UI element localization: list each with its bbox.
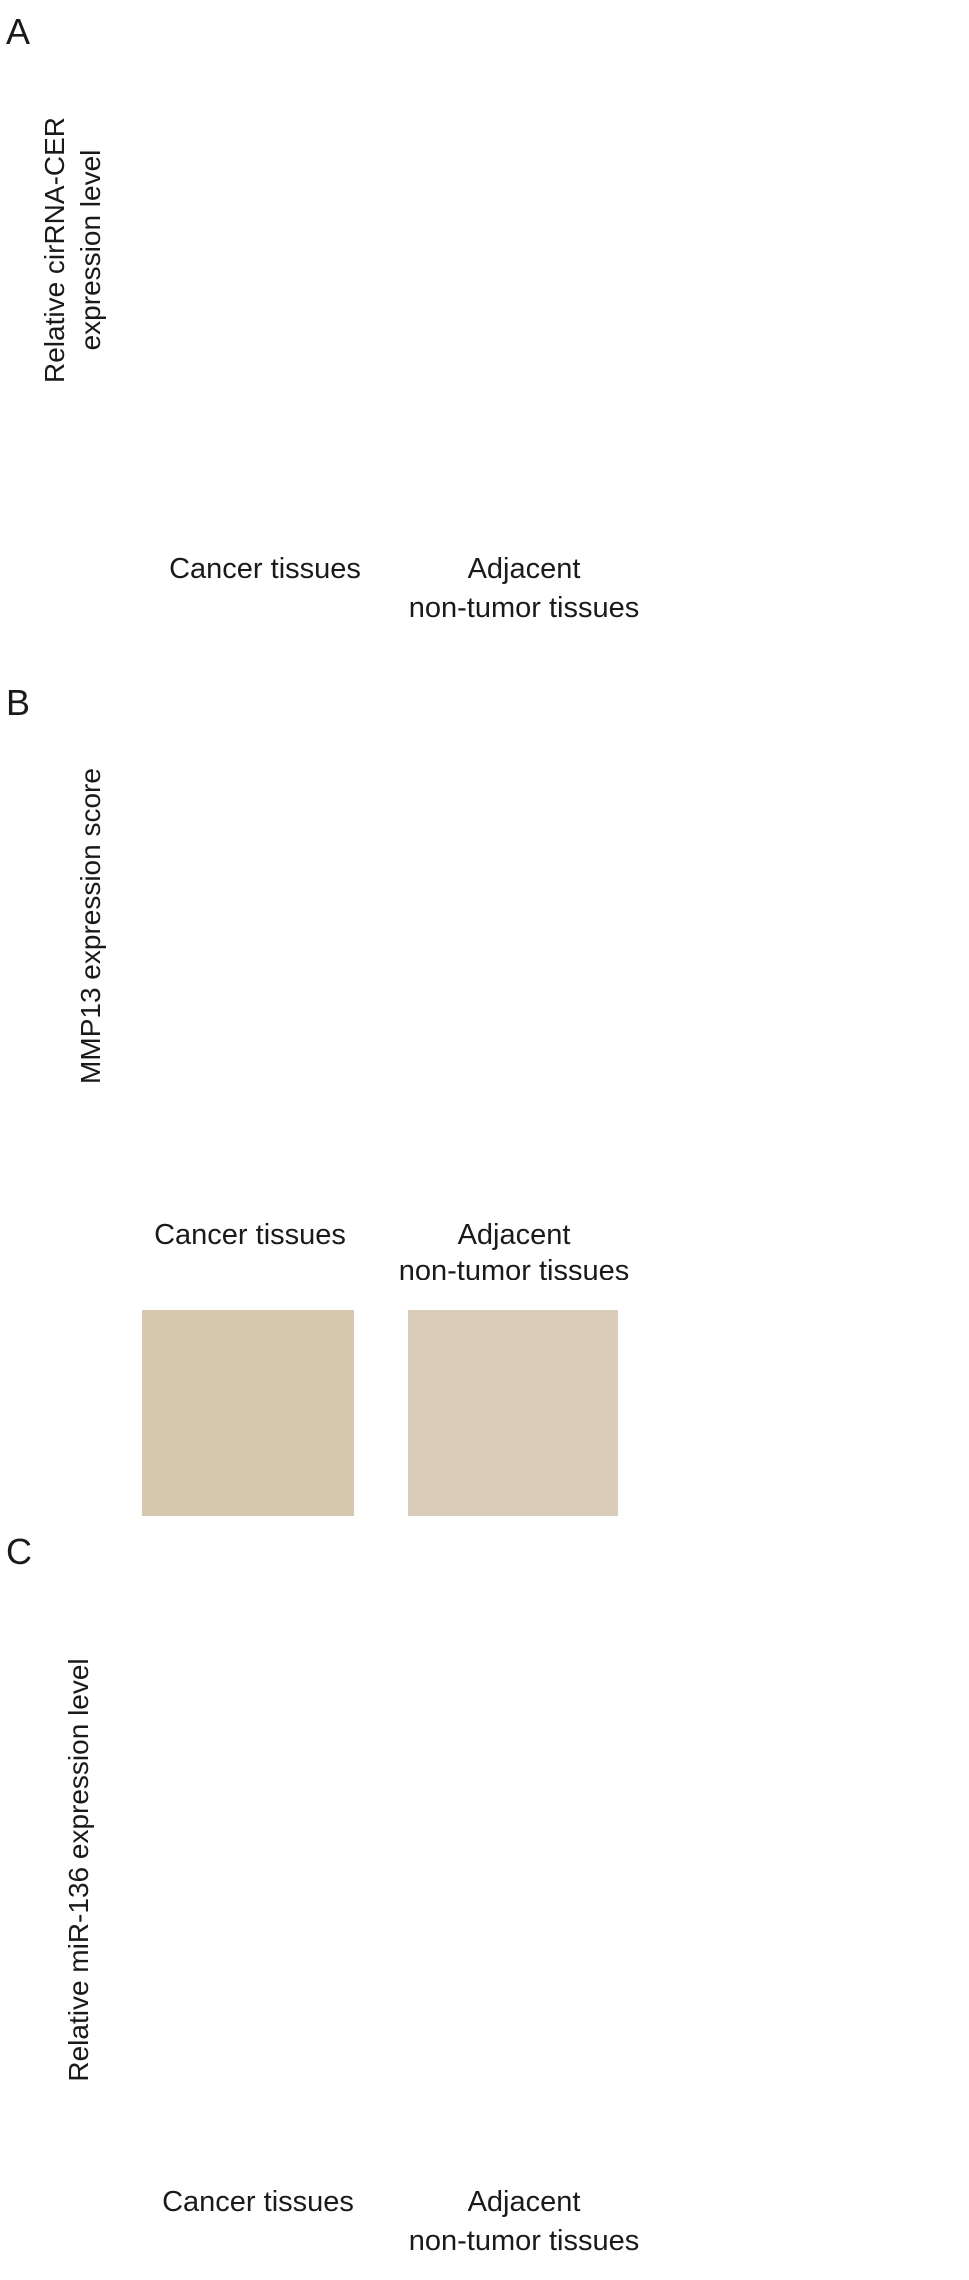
y-axis-label-line-1: Relative cirRNA-CER: [39, 117, 70, 383]
panel-b-chart: B MMP13 expression score Cancer tissues …: [6, 682, 630, 1280]
category-label-adjacent-line-1: Adjacent: [468, 553, 581, 585]
panel-letter-a: A: [6, 11, 30, 52]
panel-letter-c: C: [6, 1531, 32, 1572]
panel-c-chart: C Relative miR-136 expression level Canc…: [6, 1531, 640, 2257]
category-label-adjacent-line-1: Adjacent: [458, 1219, 571, 1251]
category-label-cancer: Cancer tissues: [162, 2186, 354, 2218]
micrograph-adjacent-tissue: [408, 1310, 618, 1516]
panel-a-chart: A Relative cirRNA-CER expression level C…: [6, 11, 640, 624]
micrograph-adjacent-tissue-texture: [408, 1310, 618, 1516]
y-axis-label: Relative miR-136 expression level: [63, 1658, 94, 2081]
category-label-adjacent-line-2: non-tumor tissues: [409, 2225, 640, 2257]
y-axis-label: MMP13 expression score: [75, 768, 106, 1084]
panel-letter-b: B: [6, 682, 30, 723]
category-label-adjacent-line-1: Adjacent: [468, 2186, 581, 2218]
category-label-adjacent-line-2: non-tumor tissues: [409, 592, 640, 624]
category-label-cancer: Cancer tissues: [169, 553, 361, 585]
micrograph-cancer-tissue-texture: [142, 1310, 354, 1516]
y-axis-label-line-2: expression level: [75, 150, 106, 351]
category-label-cancer: Cancer tissues: [154, 1219, 346, 1251]
micrograph-cancer-tissue: [142, 1310, 354, 1516]
category-label-adjacent-line-2: non-tumor tissues: [399, 1255, 630, 1280]
